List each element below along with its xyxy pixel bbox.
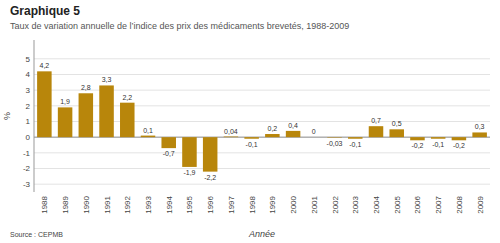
bar (472, 132, 487, 137)
bar (224, 136, 239, 138)
bar (182, 137, 197, 167)
y-axis-label: % (2, 112, 12, 120)
grid-line (34, 168, 490, 169)
x-tick-label: 1988 (40, 195, 49, 213)
x-tick-label: 1996 (206, 195, 215, 213)
x-tick-label: 2001 (310, 195, 319, 213)
data-label: 0,4 (288, 122, 298, 129)
y-tick-label: 4 (26, 70, 31, 79)
data-label: -0,2 (453, 142, 465, 149)
bar (452, 137, 467, 140)
grid (34, 59, 490, 184)
bar (37, 71, 52, 137)
data-label: 0 (312, 128, 316, 135)
x-tick-label: 2006 (413, 195, 422, 213)
source: Source : CEPMB (10, 231, 63, 238)
bar (431, 137, 446, 139)
x-tick-label: 1997 (227, 195, 236, 213)
y-tick-label: 5 (26, 55, 31, 64)
data-label: 3,3 (102, 76, 112, 83)
x-ticks: 1988 1989 1990 1991 1992 1993 1994 1995 1996 1997… (40, 195, 484, 213)
x-tick-label: 1998 (248, 195, 257, 213)
data-label: -0,1 (349, 141, 361, 148)
data-label: -1,9 (183, 169, 195, 176)
x-tick-label: 2002 (331, 195, 340, 213)
data-label: 0,7 (371, 117, 381, 124)
data-label: 0,2 (267, 125, 277, 132)
x-tick-label: 1990 (82, 195, 91, 213)
bar (203, 137, 218, 171)
x-tick-label: 2009 (476, 195, 485, 213)
data-label: 0,5 (392, 120, 402, 127)
data-label: 1,9 (60, 98, 70, 105)
bar (79, 93, 94, 137)
bar (348, 137, 363, 139)
y-tick-label: 0 (26, 133, 31, 142)
y-tick-label: -3 (23, 180, 31, 189)
x-tick-label: 1999 (268, 195, 277, 213)
data-label: 0,1 (143, 127, 153, 134)
grid-line (34, 58, 490, 59)
data-label: 2,2 (122, 94, 132, 101)
data-label: -0,1 (432, 141, 444, 148)
x-tick-label: 1992 (123, 195, 132, 213)
data-label: -0,2 (411, 142, 423, 149)
title: Graphique 5 (10, 4, 80, 18)
x-tick-label: 2003 (351, 195, 360, 213)
x-tick-label: 1991 (103, 195, 112, 213)
data-label: 2,8 (81, 84, 91, 91)
data-label: -0,03 (327, 140, 343, 147)
bar (265, 134, 280, 137)
y-tick-label: 3 (26, 86, 31, 95)
y-tick-label: 1 (26, 117, 31, 126)
grid-line (34, 74, 490, 75)
y-tick-label: 2 (26, 102, 31, 111)
y-axis-line (34, 40, 35, 192)
bar (389, 129, 404, 137)
bar (161, 137, 176, 148)
data-label: -0,7 (163, 150, 175, 157)
data-label: -0,1 (246, 141, 258, 148)
bar (327, 137, 342, 138)
grid-line (34, 184, 490, 185)
grid-line (34, 152, 490, 153)
bar (58, 107, 73, 137)
subtitle: Taux de variation annuelle de l’indice d… (10, 21, 349, 31)
x-tick-label: 2007 (434, 195, 443, 213)
bar (410, 137, 425, 140)
x-tick-label: 2008 (455, 195, 464, 213)
bars (37, 71, 487, 171)
x-tick-label: 1989 (61, 195, 70, 213)
data-label: 0,3 (475, 123, 485, 130)
data-label: 0,04 (224, 128, 238, 135)
data-label: 4,2 (39, 62, 49, 69)
bar (99, 85, 114, 137)
bar (307, 137, 322, 138)
bar (286, 131, 301, 137)
x-tick-label: 2004 (372, 195, 381, 213)
y-tick-label: -1 (23, 149, 31, 158)
data-labels: 4,2 1,9 2,8 3,3 2,2 0,1 -0,7 -1,9 -2,2 0,04 -0,1 0,… (39, 62, 484, 180)
x-tick-label: 2005 (393, 195, 402, 213)
bar (244, 137, 259, 139)
data-label: -2,2 (204, 174, 216, 181)
x-tick-label: 1993 (144, 195, 153, 213)
x-tick-label: 2000 (289, 195, 298, 213)
bar (141, 136, 156, 138)
chart: Graphique 5 Taux de variation annuelle d… (0, 0, 500, 243)
bar (369, 126, 384, 137)
x-tick-label: 1995 (185, 195, 194, 213)
bar (120, 103, 135, 137)
x-tick-label: 1994 (165, 195, 174, 213)
x-axis-label: Année (248, 229, 275, 239)
y-tick-label: -2 (23, 164, 31, 173)
